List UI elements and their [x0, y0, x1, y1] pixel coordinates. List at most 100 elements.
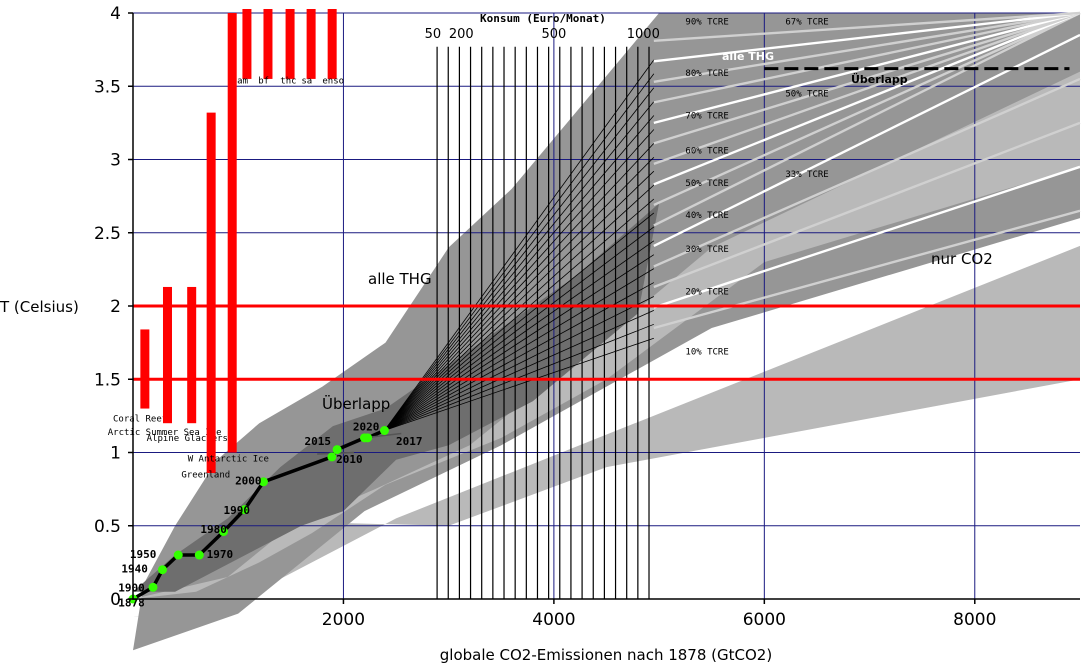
tipping-label: W Antarctic Ice: [188, 454, 269, 464]
tcre-label: 90% TCRE: [685, 18, 728, 28]
tcre-stripe: [653, 11, 1081, 84]
konsum-label: 500: [541, 27, 566, 42]
history-point: [379, 426, 389, 436]
x-tick-label: 8000: [953, 610, 996, 630]
tcre-line: [384, 143, 655, 431]
history-point: [363, 433, 373, 443]
tipping-label: Arctic Summer Sea Ice: [108, 428, 222, 438]
tcre-stripe: [653, 209, 1081, 330]
top-bar-label: am: [237, 76, 248, 86]
tcre-line: [384, 170, 655, 431]
history-point: [258, 477, 268, 487]
region-label-all: alle THG: [368, 270, 432, 288]
history-point: [157, 565, 167, 575]
tcre-stripe: [653, 11, 1081, 104]
x-axis-label: globale CO2-Emissionen nach 1878 (GtCO2): [440, 646, 772, 664]
y-tick-label: 2.5: [94, 224, 121, 244]
tcre-label: 50% TCRE: [685, 179, 728, 189]
tipping-bar: [227, 13, 237, 453]
top-bar: [285, 9, 295, 79]
region-label-co2: nur CO2: [931, 250, 993, 268]
y-tick-label: 1.5: [94, 370, 121, 390]
tcre-stripe: [653, 121, 1081, 289]
tcre-line: [384, 184, 655, 431]
top-bar: [306, 9, 316, 79]
top-bar-label: thc: [280, 76, 296, 86]
tcre-line: [384, 254, 655, 431]
tipping-label: Alpine Glaciers: [147, 434, 228, 444]
top-bar: [263, 9, 273, 79]
history-year-label: 2000: [235, 475, 262, 488]
history-year-label: 2015: [305, 435, 332, 448]
tcre-line: [384, 310, 655, 431]
region-label-overlap-top: Überlapp: [851, 72, 908, 86]
tcre-label: 33% TCRE: [785, 170, 828, 180]
tipping-bar: [162, 286, 172, 424]
tcre-line: [384, 212, 655, 431]
chart-labels: globale CO2-Emissionen nach 1878 (GtCO2)…: [0, 12, 993, 664]
tipping-bar: [140, 329, 150, 409]
konsum-label: 200: [449, 27, 474, 42]
tcre-fan-lines: 90% TCRE 80% TCRE 70% TCRE 60% TCRE 50% TCRE…: [384, 11, 1081, 431]
tcre-stripe: [653, 165, 1081, 309]
tcre-stripe: [653, 11, 1081, 186]
konsum-label: 1000: [627, 27, 660, 42]
tcre-label: 40% TCRE: [685, 211, 728, 221]
region-label-overlap: Überlapp: [322, 394, 390, 413]
konsum-lines: 50 200 500 1000: [425, 27, 660, 599]
y-tick-label: 4: [110, 4, 121, 24]
tcre-label: 67% TCRE: [785, 18, 828, 28]
y-tick-label: 3: [110, 151, 121, 171]
x-tick-label: 6000: [743, 610, 786, 630]
band-overlap: [133, 203, 660, 592]
history-point: [173, 550, 183, 560]
tcre-stripe: [653, 11, 1081, 145]
tcre-label: 60% TCRE: [685, 147, 728, 157]
history-year-label: 1940: [121, 563, 148, 576]
tcre-stripe: [653, 11, 1081, 63]
konsum-label: 50: [425, 27, 442, 42]
tcre-label: 30% TCRE: [685, 245, 728, 255]
history-year-label: 1900: [118, 582, 145, 595]
tipping-bar: [206, 112, 216, 474]
top-bar: [327, 9, 337, 79]
y-tick-label: 2: [110, 297, 121, 317]
region-label-all-top: alle THG: [722, 50, 774, 63]
tcre-line: [384, 226, 655, 431]
history-year-label: 1990: [223, 504, 250, 517]
tcre-label: 70% TCRE: [685, 111, 728, 121]
x-tick-label: 4000: [532, 610, 575, 630]
tcre-label: 80% TCRE: [685, 69, 728, 79]
tcre-line: [384, 198, 655, 431]
top-bar-label: enso: [322, 76, 344, 86]
history-point: [327, 452, 337, 462]
y-tick-label: 1: [110, 444, 121, 464]
history-year-label: 2010: [336, 453, 363, 466]
tipping-bar: [187, 286, 197, 424]
history-point: [240, 505, 250, 515]
top-bar-label: sa: [301, 76, 312, 86]
tcre-line: [384, 323, 654, 431]
history-point: [148, 582, 158, 592]
tcre-line: [384, 268, 655, 431]
y-axis-label: T (Celsius): [0, 298, 79, 316]
threshold-lines: [133, 304, 1080, 381]
top-bar: [242, 9, 252, 79]
y-tick-label: 0: [110, 590, 121, 610]
tcre-line: [384, 101, 655, 431]
history-year-label: 2017: [396, 435, 423, 448]
tcre-label: 20% TCRE: [685, 287, 728, 297]
y-tick-label: 3.5: [94, 77, 121, 97]
tcre-stripe: [653, 11, 1081, 227]
tcre-stripe: [653, 11, 1081, 166]
tcre-stripe: [653, 77, 1081, 268]
tipping-label: Coral Reefs: [113, 415, 173, 425]
top-bar-label: bf: [258, 76, 269, 86]
history-point: [218, 527, 228, 537]
history-year-label: 1980: [200, 523, 227, 536]
tcre-stripe: [653, 11, 1081, 43]
tcre-line: [384, 157, 655, 431]
